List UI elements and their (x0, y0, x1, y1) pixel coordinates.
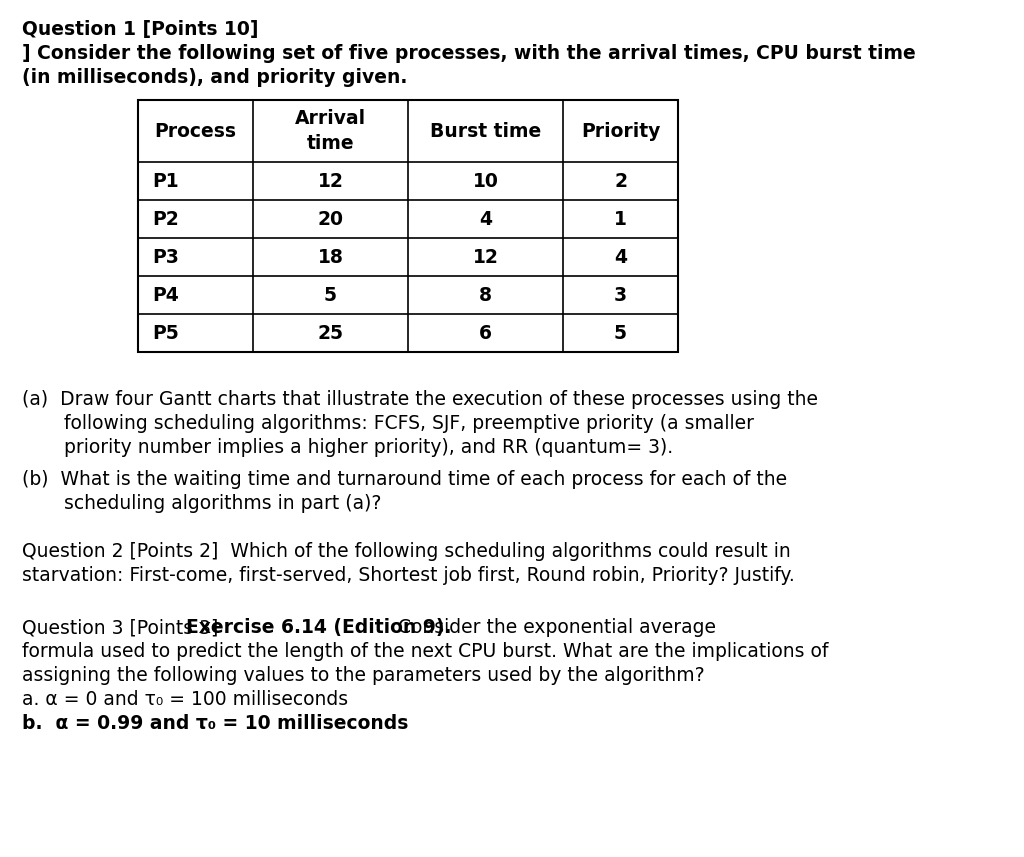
Text: 8: 8 (479, 285, 492, 304)
Text: Arrival
time: Arrival time (295, 109, 366, 153)
Text: P1: P1 (152, 171, 178, 190)
Text: (a)  Draw four Gantt charts that illustrate the execution of these processes usi: (a) Draw four Gantt charts that illustra… (22, 390, 818, 409)
Text: P2: P2 (152, 209, 179, 229)
Bar (138, 100, 678, 352)
Text: 1: 1 (614, 209, 627, 229)
Text: 2: 2 (614, 171, 627, 190)
Text: 20: 20 (317, 209, 343, 229)
Text: Exercise 6.14 (Edition 9).: Exercise 6.14 (Edition 9). (186, 618, 452, 637)
Text: following scheduling algorithms: FCFS, SJF, preemptive priority (a smaller: following scheduling algorithms: FCFS, S… (22, 414, 754, 433)
Text: 5: 5 (324, 285, 337, 304)
Text: scheduling algorithms in part (a)?: scheduling algorithms in part (a)? (22, 494, 381, 513)
Text: ] Consider the following set of five processes, with the arrival times, CPU burs: ] Consider the following set of five pro… (22, 44, 915, 63)
Text: 18: 18 (317, 248, 343, 267)
Text: Process: Process (155, 122, 237, 141)
Text: (b)  What is the waiting time and turnaround time of each process for each of th: (b) What is the waiting time and turnaro… (22, 470, 787, 489)
Text: 12: 12 (317, 171, 343, 190)
Text: b.  α = 0.99 and τ₀ = 10 milliseconds: b. α = 0.99 and τ₀ = 10 milliseconds (22, 714, 409, 733)
Text: assigning the following values to the parameters used by the algorithm?: assigning the following values to the pa… (22, 666, 705, 685)
Text: P5: P5 (152, 323, 179, 343)
Text: 6: 6 (479, 323, 492, 343)
Text: priority number implies a higher priority), and RR (quantum= 3).: priority number implies a higher priorit… (22, 438, 673, 457)
Text: Question 1 [Points 10]: Question 1 [Points 10] (22, 20, 258, 39)
Text: Burst time: Burst time (430, 122, 541, 141)
Text: formula used to predict the length of the next CPU burst. What are the implicati: formula used to predict the length of th… (22, 642, 828, 661)
Text: a. α = 0 and τ₀ = 100 milliseconds: a. α = 0 and τ₀ = 100 milliseconds (22, 690, 348, 709)
Text: Question 3 [Points 3]: Question 3 [Points 3] (22, 618, 224, 637)
Text: Question 2 [Points 2]  Which of the following scheduling algorithms could result: Question 2 [Points 2] Which of the follo… (22, 542, 791, 561)
Text: 4: 4 (479, 209, 492, 229)
Text: 12: 12 (472, 248, 499, 267)
Text: 3: 3 (614, 285, 627, 304)
Text: starvation: First-come, first-served, Shortest job first, Round robin, Priority?: starvation: First-come, first-served, Sh… (22, 566, 795, 585)
Text: 5: 5 (614, 323, 627, 343)
Text: Priority: Priority (581, 122, 660, 141)
Text: (in milliseconds), and priority given.: (in milliseconds), and priority given. (22, 68, 408, 87)
Text: P3: P3 (152, 248, 179, 267)
Text: 10: 10 (472, 171, 499, 190)
Text: P4: P4 (152, 285, 179, 304)
Text: 4: 4 (614, 248, 627, 267)
Text: Consider the exponential average: Consider the exponential average (392, 618, 716, 637)
Text: 25: 25 (317, 323, 343, 343)
